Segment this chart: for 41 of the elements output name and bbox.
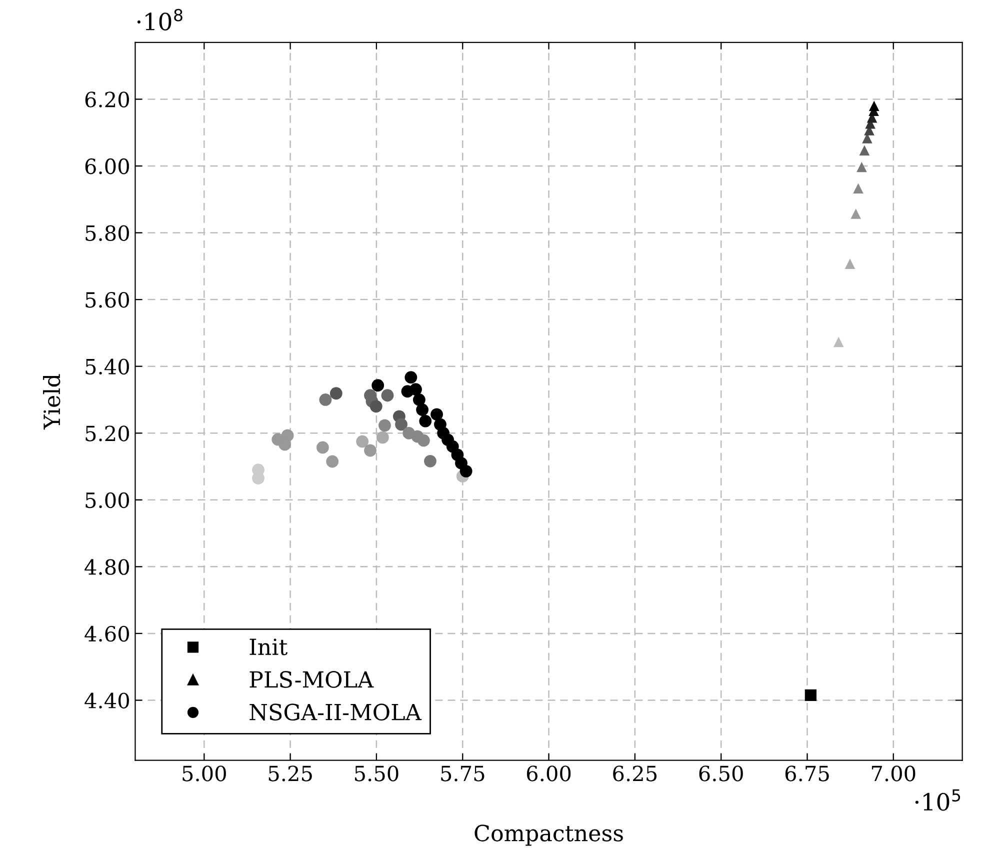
point — [833, 336, 844, 348]
y-tick-label: 4.60 — [84, 626, 129, 642]
point — [804, 689, 816, 702]
point — [859, 145, 870, 156]
y-tick-label: 5.80 — [86, 225, 129, 241]
point — [430, 408, 443, 421]
legend-label: PLS-MOLA — [250, 671, 374, 688]
legend-label: NSGA-II-MOLA — [250, 704, 422, 720]
text: ·10$^{8}$ — [137, 8, 182, 30]
point — [844, 258, 856, 269]
x-tick-label: 7.00 — [872, 766, 916, 782]
y-tick-label: 6.00 — [85, 158, 129, 174]
y-tick-label: 4.80 — [84, 559, 129, 575]
y-axis-title: Yield — [43, 374, 60, 430]
legend-label: Init — [250, 638, 288, 656]
x-tick-label: 6.75 — [785, 766, 829, 782]
x-tick-label: 6.50 — [699, 766, 743, 782]
y-tick-label: 5.20 — [86, 426, 129, 442]
point — [412, 394, 426, 406]
y-tick-label: 5.40 — [86, 358, 129, 375]
x-tick-label: 5.00 — [182, 766, 226, 782]
point — [419, 414, 432, 428]
y-tick-label: 4.40 — [84, 692, 129, 708]
point — [372, 379, 384, 392]
point — [856, 162, 867, 172]
point — [410, 383, 422, 396]
x-tick-label: 6.25 — [613, 766, 657, 782]
point — [460, 464, 472, 478]
y-tick-label: 6.20 — [85, 92, 129, 108]
point — [853, 183, 864, 194]
x-tick-label: 5.75 — [441, 766, 484, 782]
point — [404, 371, 418, 384]
point — [416, 404, 429, 416]
point — [850, 208, 861, 219]
text: ·10$^{5}$ — [915, 789, 960, 811]
y-tick-label: 5.60 — [86, 292, 129, 308]
y-tick-label: 5.00 — [86, 492, 129, 508]
x-tick-label: 6.00 — [526, 766, 571, 782]
x-tick-label: 5.50 — [355, 766, 398, 782]
x-tick-label: 5.25 — [268, 766, 312, 782]
x-axis-title: Compactness — [474, 824, 623, 846]
